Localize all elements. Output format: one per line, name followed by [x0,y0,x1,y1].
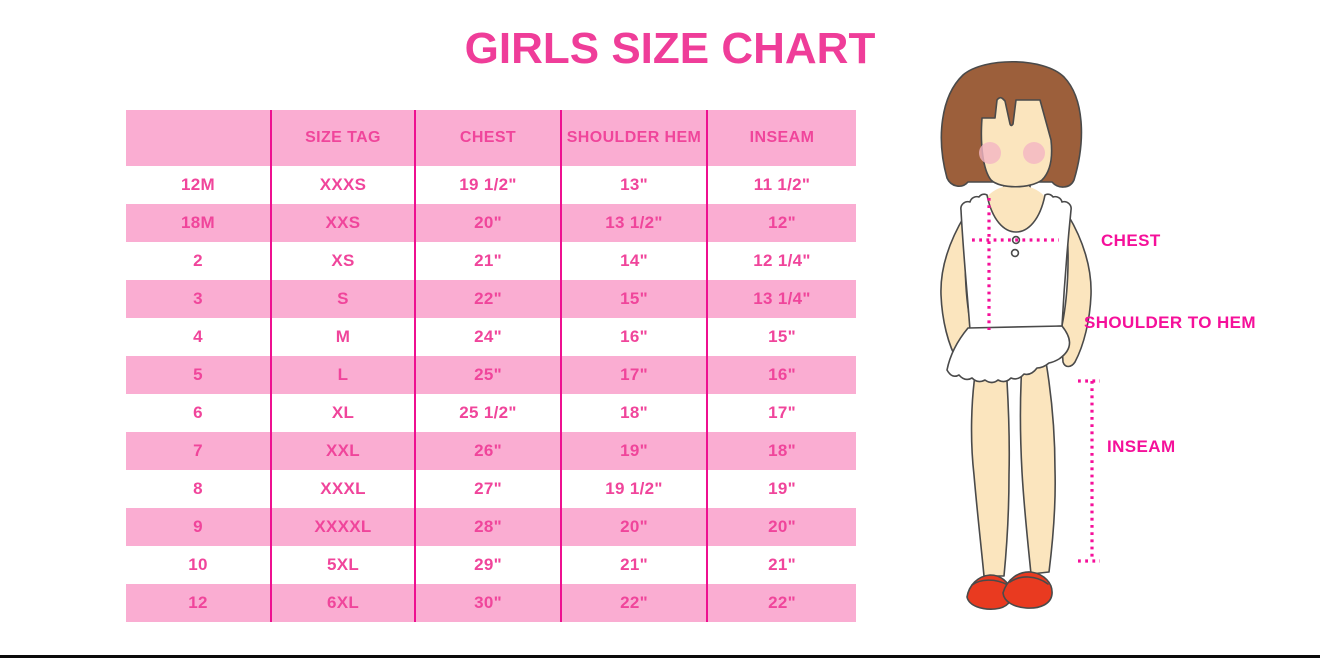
table-row: 6 XL 25 1/2" 18" 17" [126,394,856,432]
table-cell: 27" [416,470,562,508]
table-cell: 26" [416,432,562,470]
table-cell: 6 [126,394,272,432]
left-shoe-strap [971,579,1009,586]
table-cell: 15" [768,327,796,346]
table-row: 7 XXL 26" 19" 18" [126,432,856,470]
table-cell: 7 [126,432,272,470]
left-blush [979,142,1001,164]
table-cell: 11 1/2" [753,175,811,194]
table-cell: 14" [562,242,708,280]
header-cell [126,110,272,166]
table-cell: 12M [126,166,272,204]
table-cell: 19 1/2" [562,470,708,508]
inseam-label: INSEAM [1107,437,1176,456]
table-cell: 12" [768,213,796,232]
header-cell: CHEST [416,110,562,166]
table-row: 3 S 22" 15" 13 1/4" [126,280,856,318]
shoulder-to-hem-label: SHOULDER TO HEM [1084,313,1256,332]
table-cell: XXS [272,204,416,242]
table-row: 10 5XL 29" 21" 21" [126,546,856,584]
table-cell: 25 1/2" [416,394,562,432]
right-leg [1019,361,1056,575]
table-cell: XXXL [272,470,416,508]
bottom-divider [0,655,1320,658]
table-cell: XXL [272,432,416,470]
table-cell: 25" [416,356,562,394]
chest-skin [983,185,1049,231]
right-shoe-strap [1009,576,1049,585]
table-cell: XS [272,242,416,280]
table-cell: 16" [768,365,796,384]
table-cell: S [272,280,416,318]
page-title: GIRLS SIZE CHART [464,24,876,73]
table-cell: 19" [768,479,796,498]
table-cell: 18M [126,204,272,242]
table-cell: 21" [562,546,708,584]
table-cell: 12 1/4" [753,251,811,270]
table-cell: 17" [768,403,796,422]
table-cell: XXXXL [272,508,416,546]
table-cell: 2 [126,242,272,280]
table-cell: 9 [126,508,272,546]
table-cell: 18" [768,441,796,460]
table-cell: 21" [768,555,796,574]
table-row: 18M XXS 20" 13 1/2" 12" [126,204,856,242]
bottom-button [1010,248,1020,258]
table-cell: 17" [562,356,708,394]
table-cell: 13 1/4" [753,289,811,308]
table-cell: 6XL [272,584,416,622]
table-cell: L [272,356,416,394]
girl-illustration [940,60,1100,610]
table-cell: XL [272,394,416,432]
table-cell: 5 [126,356,272,394]
right-arm [1060,214,1092,368]
table-cell: 18" [562,394,708,432]
table-cell: 29" [416,546,562,584]
header-cell: SIZE TAG [272,110,416,166]
table-cell: 22" [562,584,708,622]
table-header-row: SIZE TAG CHEST SHOULDER HEM INSEAM [126,110,856,166]
chest-label: CHEST [1101,231,1161,250]
header-cell: INSEAM [749,129,815,146]
table-cell: 5XL [272,546,416,584]
table-cell: 22" [416,280,562,318]
table-cell: 21" [416,242,562,280]
table-cell: 16" [562,318,708,356]
table-cell: 20" [768,517,796,536]
table-row: 5 L 25" 17" 16" [126,356,856,394]
table-cell: 30" [416,584,562,622]
table-cell: 15" [562,280,708,318]
table-cell: 3 [126,280,272,318]
table-cell: 4 [126,318,272,356]
left-leg [970,364,1011,577]
table-cell: 20" [562,508,708,546]
size-table: SIZE TAG CHEST SHOULDER HEM INSEAM 12M XXXS 19… [126,110,856,622]
table-row: 12M XXXS 19 1/2" 13" 11 1/2" [126,166,856,204]
table-cell: 28" [416,508,562,546]
table-cell: 8 [126,470,272,508]
table-row: 4 M 24" 16" 15" [126,318,856,356]
face [980,96,1053,188]
table-cell: 13" [562,166,708,204]
table-cell: 24" [416,318,562,356]
table-cell: 20" [416,204,562,242]
table-row: 12 6XL 30" 22" 22" [126,584,856,622]
table-cell: 19 1/2" [416,166,562,204]
skirt [946,325,1071,384]
table-cell: XXXS [272,166,416,204]
table-cell: 13 1/2" [562,204,708,242]
right-shoe [1002,571,1053,609]
table-cell: 22" [768,593,796,612]
table-cell: 19" [562,432,708,470]
right-blush [1023,142,1045,164]
table-row: 2 XS 21" 14" 12 1/4" [126,242,856,280]
table-row: 8 XXXL 27" 19 1/2" 19" [126,470,856,508]
table-row: 9 XXXXL 28" 20" 20" [126,508,856,546]
table-cell: 12 [126,584,272,622]
table-cell: M [272,318,416,356]
table-cell: 10 [126,546,272,584]
header-cell: SHOULDER HEM [562,110,708,166]
